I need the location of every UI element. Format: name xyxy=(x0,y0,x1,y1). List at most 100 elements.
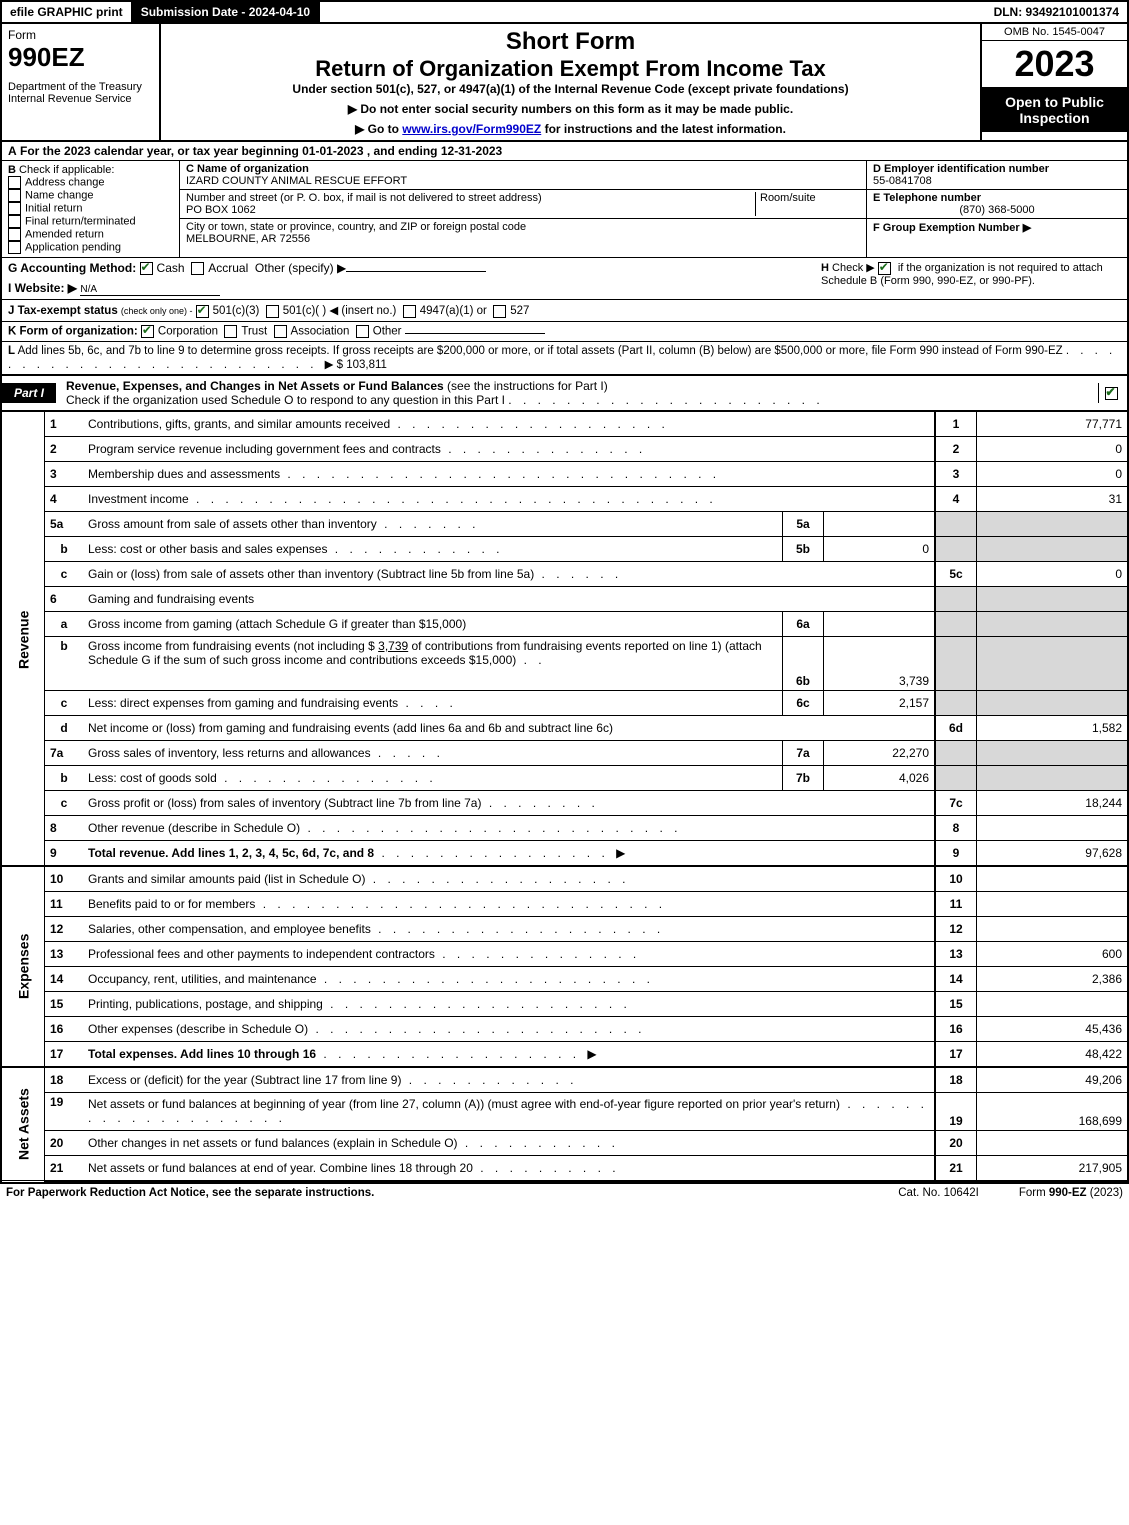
d: Net income or (loss) from gaming and fun… xyxy=(83,715,935,740)
rn: 17 xyxy=(935,1041,977,1067)
chk-final-return[interactable]: Final return/terminated xyxy=(8,215,173,228)
rv: 45,436 xyxy=(977,1016,1128,1041)
d: Benefits paid to or for members xyxy=(88,897,255,911)
goto-post: for instructions and the latest informat… xyxy=(541,122,786,136)
d: Program service revenue including govern… xyxy=(88,442,441,456)
col-def: D Employer identification number 55-0841… xyxy=(867,161,1127,257)
chk-527[interactable] xyxy=(493,305,506,318)
d: Investment income xyxy=(88,492,189,506)
line-8: 8 Other revenue (describe in Schedule O)… xyxy=(2,815,1127,840)
rv xyxy=(977,815,1128,840)
return-title: Return of Organization Exempt From Incom… xyxy=(169,56,972,82)
chk-501c[interactable] xyxy=(266,305,279,318)
n: 15 xyxy=(45,991,84,1016)
chk-label: Application pending xyxy=(25,241,121,253)
line-5a: 5a Gross amount from sale of assets othe… xyxy=(2,511,1127,536)
line-3: 3 Membership dues and assessments . . . … xyxy=(2,461,1127,486)
part-i-header: Part I Revenue, Expenses, and Changes in… xyxy=(2,374,1127,412)
line-18: Net Assets 18 Excess or (deficit) for th… xyxy=(2,1067,1127,1093)
j-opt1: 501(c)(3) xyxy=(213,305,260,317)
n: b xyxy=(45,636,84,690)
n: 19 xyxy=(45,1092,84,1130)
chk-name-change[interactable]: Name change xyxy=(8,189,173,202)
efile-print-button[interactable]: efile GRAPHIC print xyxy=(2,2,133,22)
line-6a: a Gross income from gaming (attach Sched… xyxy=(2,611,1127,636)
part-i-checkbox[interactable] xyxy=(1098,383,1127,403)
chk-trust[interactable] xyxy=(224,325,237,338)
n: 6 xyxy=(45,586,84,611)
d: Printing, publications, postage, and shi… xyxy=(88,997,323,1011)
chk-label: Address change xyxy=(25,176,105,188)
rv: 77,771 xyxy=(977,412,1128,437)
chk-other-org[interactable] xyxy=(356,325,369,338)
d: Professional fees and other payments to … xyxy=(88,947,435,961)
rv: 18,244 xyxy=(977,790,1128,815)
chk-h[interactable] xyxy=(878,262,891,275)
line-9: 9 Total revenue. Add lines 1, 2, 3, 4, 5… xyxy=(2,840,1127,866)
line-7a: 7a Gross sales of inventory, less return… xyxy=(2,740,1127,765)
chk-address-change[interactable]: Address change xyxy=(8,176,173,189)
chk-initial-return[interactable]: Initial return xyxy=(8,202,173,215)
header-center: Short Form Return of Organization Exempt… xyxy=(161,24,980,140)
omb-number: OMB No. 1545-0047 xyxy=(982,24,1127,41)
chk-accrual[interactable] xyxy=(191,262,204,275)
line-5c: c Gain or (loss) from sale of assets oth… xyxy=(2,561,1127,586)
d: Less: direct expenses from gaming and fu… xyxy=(88,696,398,710)
chk-application-pending[interactable]: Application pending xyxy=(8,241,173,254)
irs-link[interactable]: www.irs.gov/Form990EZ xyxy=(402,122,541,136)
part-i-hint: (see the instructions for Part I) xyxy=(447,379,608,393)
line-20: 20 Other changes in net assets or fund b… xyxy=(2,1130,1127,1155)
goto-pre: ▶ Go to xyxy=(355,122,402,136)
d: Other changes in net assets or fund bala… xyxy=(88,1136,458,1150)
line-6b: b Gross income from fundraising events (… xyxy=(2,636,1127,690)
d: Contributions, gifts, grants, and simila… xyxy=(88,417,390,431)
line-5b: b Less: cost or other basis and sales ex… xyxy=(2,536,1127,561)
h-schedule-b: H Check ▶ if the organization is not req… xyxy=(811,261,1121,296)
g-label: G Accounting Method: xyxy=(8,261,136,275)
d: Salaries, other compensation, and employ… xyxy=(88,922,371,936)
g-other-field[interactable] xyxy=(346,271,486,272)
rn-shade xyxy=(935,765,977,790)
n: 11 xyxy=(45,891,84,916)
rv: 0 xyxy=(977,561,1128,586)
chk-assoc[interactable] xyxy=(274,325,287,338)
part-i-title: Revenue, Expenses, and Changes in Net As… xyxy=(66,376,1098,410)
label-b: B xyxy=(8,164,16,176)
website-value: N/A xyxy=(80,284,97,295)
d: Membership dues and assessments xyxy=(88,467,280,481)
mn: 5a xyxy=(783,511,824,536)
k-corp: Corporation xyxy=(158,325,218,337)
tax-year: 2023 xyxy=(982,41,1127,88)
rn: 7c xyxy=(935,790,977,815)
chk-cash[interactable] xyxy=(140,262,153,275)
rv xyxy=(977,891,1128,916)
chk-4947[interactable] xyxy=(403,305,416,318)
chk-label: Name change xyxy=(25,189,94,201)
n: 4 xyxy=(45,486,84,511)
chk-corp[interactable] xyxy=(141,325,154,338)
line-1: Revenue 1 Contributions, gifts, grants, … xyxy=(2,412,1127,437)
line-6: 6 Gaming and fundraising events xyxy=(2,586,1127,611)
rn: 21 xyxy=(935,1155,977,1181)
n: d xyxy=(45,715,84,740)
j-opt4: 527 xyxy=(510,305,529,317)
d-underline: 3,739 xyxy=(378,639,408,653)
chk-501c3[interactable] xyxy=(196,305,209,318)
e-label: E Telephone number xyxy=(873,192,981,204)
street-row: Number and street (or P. O. box, if mail… xyxy=(180,190,866,219)
chk-amended-return[interactable]: Amended return xyxy=(8,228,173,241)
d-ein: D Employer identification number 55-0841… xyxy=(867,161,1127,190)
k-other-field[interactable] xyxy=(405,333,545,334)
k-assoc: Association xyxy=(291,325,350,337)
header-right: OMB No. 1545-0047 2023 Open to Public In… xyxy=(980,24,1127,140)
f-group: F Group Exemption Number ▶ xyxy=(867,219,1127,236)
k-label: K Form of organization: xyxy=(8,325,138,337)
section-bcdef: B Check if applicable: Address change Na… xyxy=(2,161,1127,258)
mn: 6b xyxy=(783,636,824,690)
chk-label: Amended return xyxy=(25,228,104,240)
d: Total expenses. Add lines 10 through 16 xyxy=(88,1047,316,1061)
d: Gain or (loss) from sale of assets other… xyxy=(88,567,534,581)
rn: 12 xyxy=(935,916,977,941)
city-label: City or town, state or province, country… xyxy=(186,221,860,233)
mn: 7a xyxy=(783,740,824,765)
